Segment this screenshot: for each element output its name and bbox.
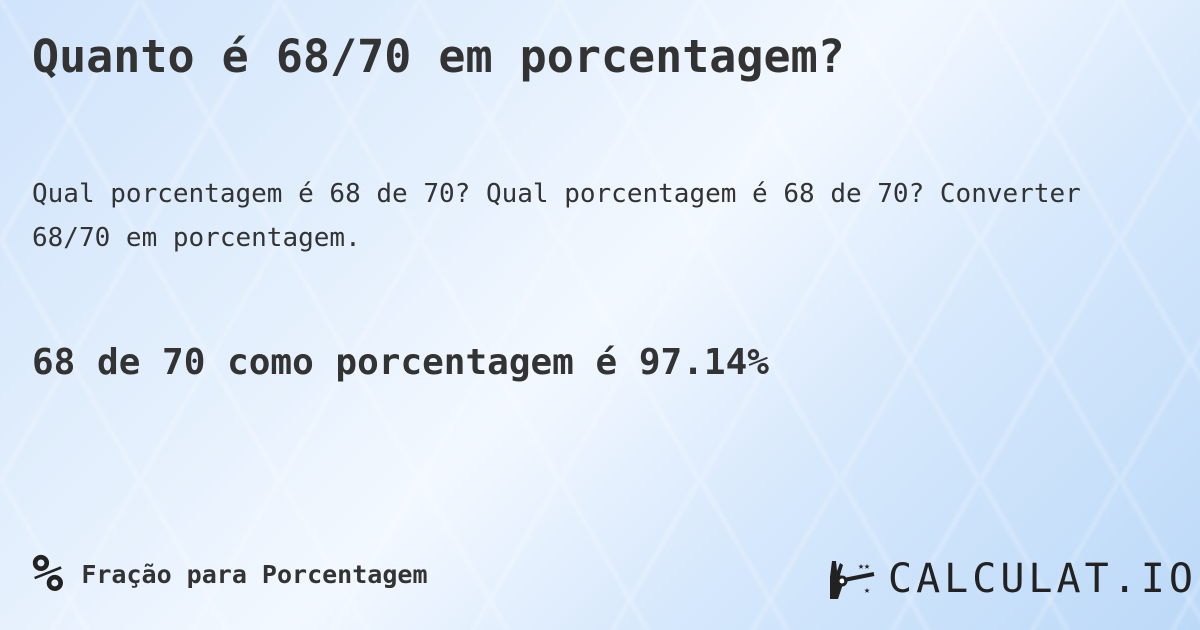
description: Qual porcentagem é 68 de 70? Qual porcen… xyxy=(32,179,1081,253)
page-title: Quanto é 68/70 em porcentagem? xyxy=(32,30,845,83)
magic-hand-icon: ★★ ★ xyxy=(830,561,875,599)
logo[interactable]: ★★ ★ CALCULAT.IO xyxy=(828,556,1197,602)
logo-text: CALCULAT.IO xyxy=(888,556,1197,602)
category-label: Fração para Porcentagem xyxy=(81,559,428,589)
category[interactable]: % Fração para Porcentagem xyxy=(32,548,428,600)
svg-text:★: ★ xyxy=(864,585,870,596)
result-text: 68 de 70 como porcentagem é 97.14% xyxy=(32,342,769,383)
svg-text:★★: ★★ xyxy=(858,561,870,572)
percent-icon: % xyxy=(32,544,64,604)
